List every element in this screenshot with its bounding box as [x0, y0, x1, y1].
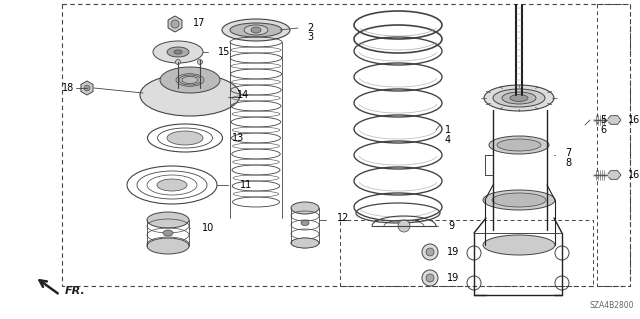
Text: 4: 4 [445, 135, 451, 145]
Ellipse shape [153, 41, 203, 63]
Text: 13: 13 [232, 133, 244, 143]
Polygon shape [168, 16, 182, 32]
Circle shape [422, 270, 438, 286]
Circle shape [426, 248, 434, 256]
Ellipse shape [497, 139, 541, 151]
Ellipse shape [291, 238, 319, 248]
Bar [340, 220, 593, 286]
Text: 7: 7 [565, 148, 572, 158]
Text: 1: 1 [445, 125, 451, 135]
Text: 16: 16 [628, 170, 640, 180]
Circle shape [398, 220, 410, 232]
Text: 8: 8 [565, 158, 571, 168]
Ellipse shape [147, 212, 189, 228]
Text: 10: 10 [202, 223, 214, 233]
Ellipse shape [222, 19, 290, 41]
Ellipse shape [510, 94, 528, 101]
Text: 19: 19 [447, 273, 460, 283]
Ellipse shape [230, 23, 282, 37]
Polygon shape [607, 116, 621, 124]
Bar [62, 4, 630, 286]
Ellipse shape [174, 50, 182, 54]
Ellipse shape [147, 238, 189, 254]
Text: 3: 3 [307, 32, 313, 42]
Bar [597, 4, 630, 286]
Text: 19: 19 [447, 247, 460, 257]
Text: 16: 16 [628, 115, 640, 125]
Ellipse shape [175, 60, 180, 64]
Polygon shape [607, 171, 621, 179]
Ellipse shape [251, 27, 261, 33]
Text: 2: 2 [307, 23, 313, 33]
Text: 11: 11 [240, 180, 252, 190]
Ellipse shape [167, 131, 203, 145]
Ellipse shape [502, 92, 536, 104]
Text: 9: 9 [448, 221, 454, 231]
Text: 17: 17 [193, 18, 205, 28]
Circle shape [422, 244, 438, 260]
Ellipse shape [244, 25, 268, 35]
Ellipse shape [167, 47, 189, 57]
Ellipse shape [140, 74, 240, 116]
Ellipse shape [483, 190, 555, 210]
Ellipse shape [163, 230, 173, 236]
Text: 18: 18 [62, 83, 74, 93]
Circle shape [426, 274, 434, 282]
Ellipse shape [489, 136, 549, 154]
Ellipse shape [157, 179, 187, 191]
Ellipse shape [493, 89, 545, 107]
Ellipse shape [198, 60, 202, 64]
Text: 15: 15 [218, 47, 230, 57]
Text: 14: 14 [237, 90, 249, 100]
Ellipse shape [160, 67, 220, 93]
Circle shape [84, 85, 90, 91]
Ellipse shape [483, 235, 555, 255]
Circle shape [171, 20, 179, 28]
Text: 6: 6 [600, 125, 606, 135]
Ellipse shape [301, 220, 309, 226]
Ellipse shape [291, 202, 319, 214]
Polygon shape [81, 81, 93, 95]
Text: 12: 12 [337, 213, 349, 223]
Ellipse shape [484, 85, 554, 111]
Text: 5: 5 [600, 115, 606, 125]
Text: FR.: FR. [65, 286, 86, 296]
Text: SZA4B2800: SZA4B2800 [590, 300, 634, 309]
Ellipse shape [492, 193, 546, 207]
